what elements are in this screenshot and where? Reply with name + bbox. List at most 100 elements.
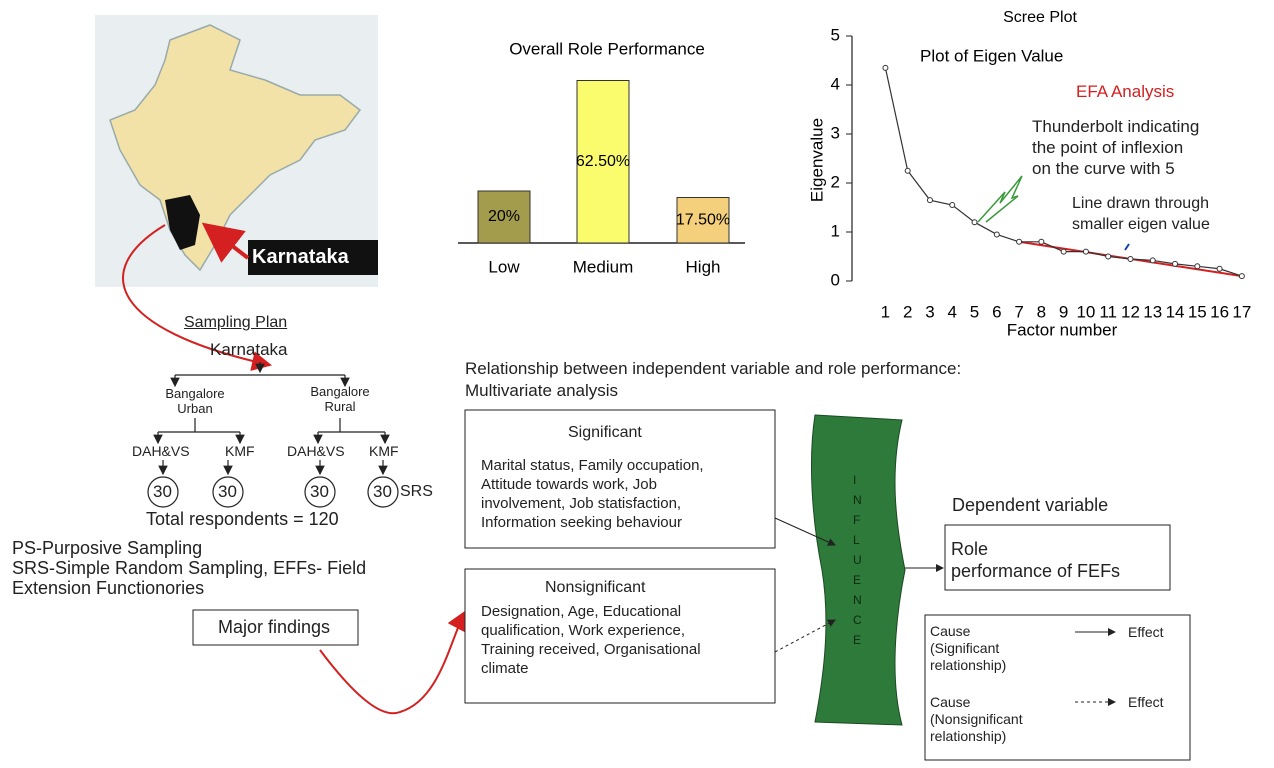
significant-box <box>464 409 776 549</box>
text-line: Training received, Organisational <box>481 641 701 658</box>
text-line: Cause <box>930 694 971 710</box>
influence-shape <box>811 414 906 726</box>
x-tick-label: 3 <box>925 302 934 321</box>
value-label: 17.50% <box>676 211 730 228</box>
scree-point <box>882 64 889 71</box>
x-tick-label: 1 <box>881 302 890 321</box>
x-tick-label: 9 <box>1059 302 1068 321</box>
text-line: the point of inflexion <box>1032 138 1184 157</box>
map-to-plan-arrow <box>122 224 272 371</box>
x-tick-label: 4 <box>948 302 957 321</box>
total-respondents: Total respondents = 120 <box>146 509 339 529</box>
dependent-title: Dependent variable <box>952 495 1109 515</box>
map-label-box <box>248 240 378 275</box>
y-tick-label: 0 <box>831 270 840 289</box>
category-label: High <box>686 257 721 276</box>
bar <box>676 197 730 244</box>
y-tick-label: 2 <box>831 172 840 191</box>
legend-box <box>924 614 1191 761</box>
chart-title: Scree Plot <box>1003 9 1077 26</box>
plan-notes: PS-Purposive Sampling SRS-Simple Random S… <box>12 538 366 598</box>
text-line: (Nonsignificant <box>930 711 1023 727</box>
bar <box>477 190 531 244</box>
text-line: Designation, Age, Educational <box>481 603 682 620</box>
scree-point <box>1238 273 1245 280</box>
legend-effect: Effect <box>1128 694 1164 710</box>
trend-note: Line drawn through smaller eigen value <box>1072 193 1210 235</box>
bar <box>576 80 630 244</box>
scree-point <box>1127 255 1134 262</box>
text-line: SRS-Simple Random Sampling, EFFs- Field <box>12 558 367 578</box>
x-tick-label: 16 <box>1210 302 1229 321</box>
significant-arrow <box>774 517 836 546</box>
text-line: relationship) <box>930 728 1007 744</box>
x-tick-label: 10 <box>1076 302 1095 321</box>
sample-method: SRS <box>400 483 433 500</box>
agency: DAH&VS <box>287 443 345 459</box>
text-line: relationship) <box>930 657 1007 673</box>
x-tick-label: 15 <box>1188 302 1207 321</box>
scree-point <box>926 197 933 204</box>
x-tick-label: 13 <box>1143 302 1162 321</box>
agency: KMF <box>369 443 399 459</box>
y-tick-label: 1 <box>831 221 840 240</box>
findings-label: Major findings <box>218 617 331 637</box>
agency: DAH&VS <box>132 443 190 459</box>
scree-point <box>971 219 978 226</box>
y-tick-label: 5 <box>831 25 840 44</box>
text-line: Line drawn through <box>1072 195 1209 212</box>
dependent-text: Role performance of FEFs <box>951 538 1120 582</box>
plan-title: Sampling Plan <box>184 314 288 331</box>
charts: Overall Role Performance 20% Low 62.50% Medi… <box>458 9 1251 339</box>
text-line: Attitude towards work, Job <box>481 476 657 493</box>
text-line: Relationship between independent variabl… <box>465 359 962 378</box>
nonsignificant-arrow <box>774 619 836 653</box>
efa-note: EFA Analysis <box>1076 82 1175 101</box>
text-line: Cause <box>930 623 971 639</box>
x-tick-label: 5 <box>970 302 979 321</box>
sample-size: 30 <box>218 482 237 501</box>
value-label: 20% <box>488 208 520 225</box>
chart-title: Overall Role Performance <box>509 39 705 58</box>
legend-effect: Effect <box>1128 624 1164 640</box>
text-line: involvement, Job statisfaction, <box>481 495 682 512</box>
text-line: (Significant <box>930 640 1000 656</box>
district: Bangalore Rural <box>310 384 370 414</box>
scree-point <box>1149 257 1156 264</box>
text-line: qualification, Work experience, <box>481 622 685 639</box>
x-axis-label: Factor number <box>1007 320 1118 339</box>
text-line: PS-Purposive Sampling <box>12 538 203 558</box>
scree-point <box>1082 248 1089 255</box>
scree-point <box>1038 238 1045 245</box>
category-label: Medium <box>573 257 633 276</box>
x-tick-label: 8 <box>1037 302 1046 321</box>
scree-point <box>904 167 911 174</box>
text-line: Information seeking behaviour <box>481 514 682 531</box>
x-tick-label: 11 <box>1099 302 1117 321</box>
text-line: climate <box>481 660 529 677</box>
sample-size: 30 <box>373 482 392 501</box>
category-label: Low <box>488 257 520 276</box>
x-tick-label: 6 <box>992 302 1001 321</box>
significant-title: Significant <box>568 424 642 441</box>
scree-point <box>1060 248 1067 255</box>
text-line: smaller eigen value <box>1072 216 1210 233</box>
legend-cause: Cause (Significant relationship) <box>930 623 1006 674</box>
sample-size: 30 <box>153 482 172 501</box>
significant-text: Marital status, Family occupation, Attitu… <box>481 456 704 532</box>
note-pointer <box>1124 243 1130 251</box>
sample-size: 30 <box>310 482 329 501</box>
nonsignificant-box <box>464 568 776 704</box>
y-tick-label: 4 <box>831 74 840 93</box>
scree-point <box>1016 238 1023 245</box>
scree-point <box>1216 265 1223 272</box>
value-label: 62.50% <box>576 153 630 170</box>
x-tick-label: 14 <box>1166 302 1185 321</box>
map-label: Karnataka <box>252 246 349 268</box>
text-line: Multivariate analysis <box>465 381 619 400</box>
plan-root: Karnataka <box>210 340 288 359</box>
scree-point <box>949 202 956 209</box>
karnataka-region <box>165 195 200 250</box>
text-line: Role <box>951 539 989 559</box>
